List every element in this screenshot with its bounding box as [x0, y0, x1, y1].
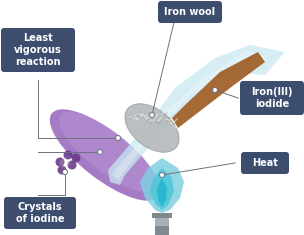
FancyBboxPatch shape: [155, 215, 169, 235]
FancyBboxPatch shape: [4, 197, 76, 229]
Polygon shape: [108, 45, 285, 185]
Text: Iron wool: Iron wool: [164, 7, 216, 17]
Circle shape: [160, 172, 164, 177]
Polygon shape: [157, 178, 167, 207]
Text: Least
vigorous
reaction: Least vigorous reaction: [14, 33, 62, 67]
Ellipse shape: [50, 109, 160, 201]
Polygon shape: [112, 50, 268, 180]
Text: Crystals
of iodine: Crystals of iodine: [16, 202, 64, 224]
FancyBboxPatch shape: [1, 28, 75, 72]
Polygon shape: [150, 168, 174, 210]
Circle shape: [63, 169, 67, 175]
Text: Heat: Heat: [252, 158, 278, 168]
FancyBboxPatch shape: [152, 213, 172, 218]
Circle shape: [57, 165, 67, 175]
Polygon shape: [140, 158, 184, 213]
Circle shape: [71, 153, 81, 162]
Text: Iron(III)
iodide: Iron(III) iodide: [251, 87, 293, 109]
Circle shape: [98, 149, 102, 154]
FancyBboxPatch shape: [240, 81, 304, 115]
FancyBboxPatch shape: [155, 226, 169, 235]
Circle shape: [67, 161, 77, 169]
Polygon shape: [172, 52, 265, 128]
Circle shape: [150, 113, 154, 118]
Circle shape: [60, 157, 71, 168]
Ellipse shape: [125, 104, 179, 152]
Circle shape: [212, 87, 217, 93]
FancyBboxPatch shape: [241, 152, 289, 174]
Circle shape: [64, 150, 72, 160]
Circle shape: [116, 136, 120, 141]
FancyBboxPatch shape: [158, 1, 222, 23]
Ellipse shape: [59, 112, 157, 192]
Circle shape: [56, 157, 64, 167]
